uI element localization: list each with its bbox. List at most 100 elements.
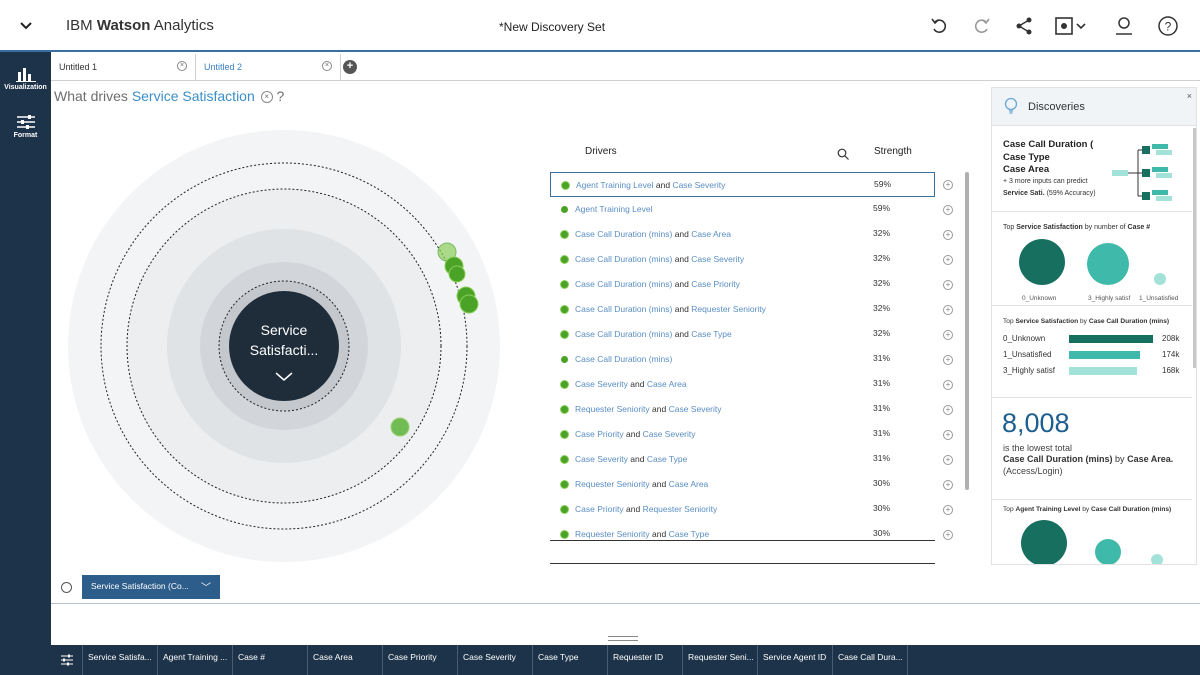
driver-label[interactable]: Agent Training Level (575, 204, 653, 214)
driver-row[interactable]: Requester Seniority and Case Type 30% (550, 522, 935, 540)
add-driver-icon[interactable]: + (943, 255, 953, 265)
search-icon[interactable] (837, 147, 849, 165)
center-label[interactable]: Service Satisfacti... (229, 320, 339, 360)
add-driver-icon[interactable]: + (943, 305, 953, 315)
svg-text:?: ? (1165, 20, 1172, 34)
driver-row[interactable]: Requester Seniority and Case Severity 31% (550, 397, 935, 422)
add-driver-icon[interactable]: + (943, 455, 953, 465)
driver-label[interactable]: Case Call Duration (mins) and Requester … (575, 304, 766, 314)
driver-row[interactable]: Case Call Duration (mins) and Case Sever… (550, 247, 935, 272)
driver-row[interactable]: Case Call Duration (mins) 31% (550, 347, 935, 372)
driver-label[interactable]: Requester Seniority and Case Type (575, 529, 709, 539)
driver-field-a: Requester Seniority (575, 529, 650, 539)
help-icon[interactable]: ? (1156, 14, 1180, 38)
driver-row[interactable]: Case Severity and Case Area 31% (550, 372, 935, 397)
driver-row[interactable]: Case Call Duration (mins) and Requester … (550, 297, 935, 322)
column-chip[interactable]: Case Type (533, 645, 608, 675)
driver-row[interactable]: Case Call Duration (mins) and Case Prior… (550, 272, 935, 297)
driver-row[interactable]: Case Priority and Requester Seniority 30% (550, 497, 935, 522)
driver-label[interactable]: Case Call Duration (mins) and Case Area (575, 229, 731, 239)
redo-icon[interactable] (970, 14, 994, 38)
column-chip[interactable]: Service Agent ID (758, 645, 833, 675)
driver-label[interactable]: Case Priority and Requester Seniority (575, 504, 717, 514)
driver-label[interactable]: Case Call Duration (mins) (575, 354, 672, 364)
undo-icon[interactable] (927, 14, 951, 38)
driver-label[interactable]: Case Call Duration (mins) and Case Sever… (575, 254, 744, 264)
question-help-icon[interactable]: ? (276, 88, 285, 104)
add-driver-icon[interactable]: + (943, 530, 953, 540)
driver-label[interactable]: Case Severity and Case Area (575, 379, 687, 389)
target-icon[interactable] (61, 582, 72, 593)
bubble-unknown (1019, 239, 1065, 285)
bar-value: 174k (1162, 350, 1180, 359)
driver-and: and (652, 529, 667, 539)
drivers-scrollbar[interactable] (965, 172, 969, 490)
bar-label: 0_Unknown (1003, 334, 1046, 343)
discovery-card-bubbles[interactable]: Top Service Satisfaction by number of Ca… (992, 214, 1192, 306)
column-chip[interactable]: Case Priority (383, 645, 458, 675)
tab-untitled-1[interactable]: Untitled 1 × (51, 54, 196, 80)
close-icon[interactable]: × (1186, 91, 1192, 101)
add-driver-icon[interactable]: + (943, 230, 953, 240)
add-driver-icon[interactable]: + (943, 505, 953, 515)
driver-label[interactable]: Case Call Duration (mins) and Case Prior… (575, 279, 740, 289)
column-chip[interactable]: Case Call Dura... (833, 645, 908, 675)
add-driver-icon[interactable]: + (943, 480, 953, 490)
add-driver-icon[interactable]: + (943, 180, 953, 190)
driver-label[interactable]: Case Severity and Case Type (575, 454, 687, 464)
driver-field-a: Case Priority (575, 429, 624, 439)
driver-row[interactable]: Agent Training Level and Case Severity 59… (550, 172, 935, 197)
driver-row[interactable]: Case Severity and Case Type 31% (550, 447, 935, 472)
card5-title-mid: by (1082, 506, 1090, 513)
card2-title-bold2: Case # (1127, 224, 1151, 231)
driver-label[interactable]: Requester Seniority and Case Severity (575, 404, 722, 414)
driver-row[interactable]: Requester Seniority and Case Area 30% (550, 472, 935, 497)
filter-icon[interactable] (51, 645, 83, 675)
clear-target-icon[interactable]: × (260, 91, 273, 104)
driver-field-a: Case Severity (575, 379, 628, 389)
column-chip[interactable]: Requester ID (608, 645, 683, 675)
driver-label[interactable]: Case Call Duration (mins) and Case Type (575, 329, 732, 339)
discovery-card-prediction[interactable]: Case Call Duration ( Case Type Case Area… (992, 128, 1192, 212)
discoveries-scrollbar[interactable] (1193, 128, 1196, 368)
user-icon[interactable] (1112, 14, 1136, 38)
close-tab-icon[interactable]: × (322, 61, 332, 71)
discovery-card-bubbles-2[interactable]: Top Agent Training Level by Case Call Du… (992, 500, 1192, 564)
camera-menu-icon[interactable] (1053, 14, 1089, 38)
target-selector[interactable]: Service Satisfaction (Co... ﹀ (82, 575, 220, 599)
card5-title-pre: Top (1003, 506, 1014, 513)
discovery-card-bars[interactable]: Top Service Satisfaction by Case Call Du… (992, 308, 1192, 398)
add-driver-icon[interactable]: + (943, 355, 953, 365)
driver-row[interactable]: Case Call Duration (mins) and Case Area 3… (550, 222, 935, 247)
nav-format[interactable]: Format (0, 114, 51, 139)
add-driver-icon[interactable]: + (943, 405, 953, 415)
add-driver-icon[interactable]: + (943, 430, 953, 440)
share-icon[interactable] (1012, 14, 1036, 38)
brand-bold: Watson (96, 17, 151, 34)
column-chip[interactable]: Case Area (308, 645, 383, 675)
add-driver-icon[interactable]: + (943, 380, 953, 390)
add-driver-icon[interactable]: + (943, 330, 953, 340)
resize-handle[interactable] (608, 636, 638, 641)
driver-row[interactable]: Case Priority and Case Severity 31% (550, 422, 935, 447)
driver-label[interactable]: Case Priority and Case Severity (575, 429, 696, 439)
add-driver-icon[interactable]: + (943, 205, 953, 215)
chevron-down-icon[interactable] (0, 0, 51, 52)
discovery-card-insight[interactable]: 8,008 is the lowest total Case Call Dura… (992, 400, 1192, 500)
driver-label[interactable]: Agent Training Level and Case Severity (576, 180, 725, 190)
close-tab-icon[interactable]: × (177, 61, 187, 71)
column-chip[interactable]: Service Satisfa... (83, 645, 158, 675)
tab-untitled-2[interactable]: Untitled 2 × (196, 54, 341, 80)
column-chip[interactable]: Requester Seni... (683, 645, 758, 675)
driver-label[interactable]: Requester Seniority and Case Area (575, 479, 708, 489)
question-target[interactable]: Service Satisfaction (131, 88, 255, 104)
add-tab-icon[interactable]: + (343, 60, 357, 74)
driver-and: and (630, 379, 645, 389)
column-chip[interactable]: Case # (233, 645, 308, 675)
add-driver-icon[interactable]: + (943, 280, 953, 290)
driver-row[interactable]: Agent Training Level 59% (550, 197, 935, 222)
driver-row[interactable]: Case Call Duration (mins) and Case Type 3… (550, 322, 935, 347)
nav-visualization[interactable]: Visualization (0, 66, 51, 91)
column-chip[interactable]: Agent Training ... (158, 645, 233, 675)
column-chip[interactable]: Case Severity (458, 645, 533, 675)
